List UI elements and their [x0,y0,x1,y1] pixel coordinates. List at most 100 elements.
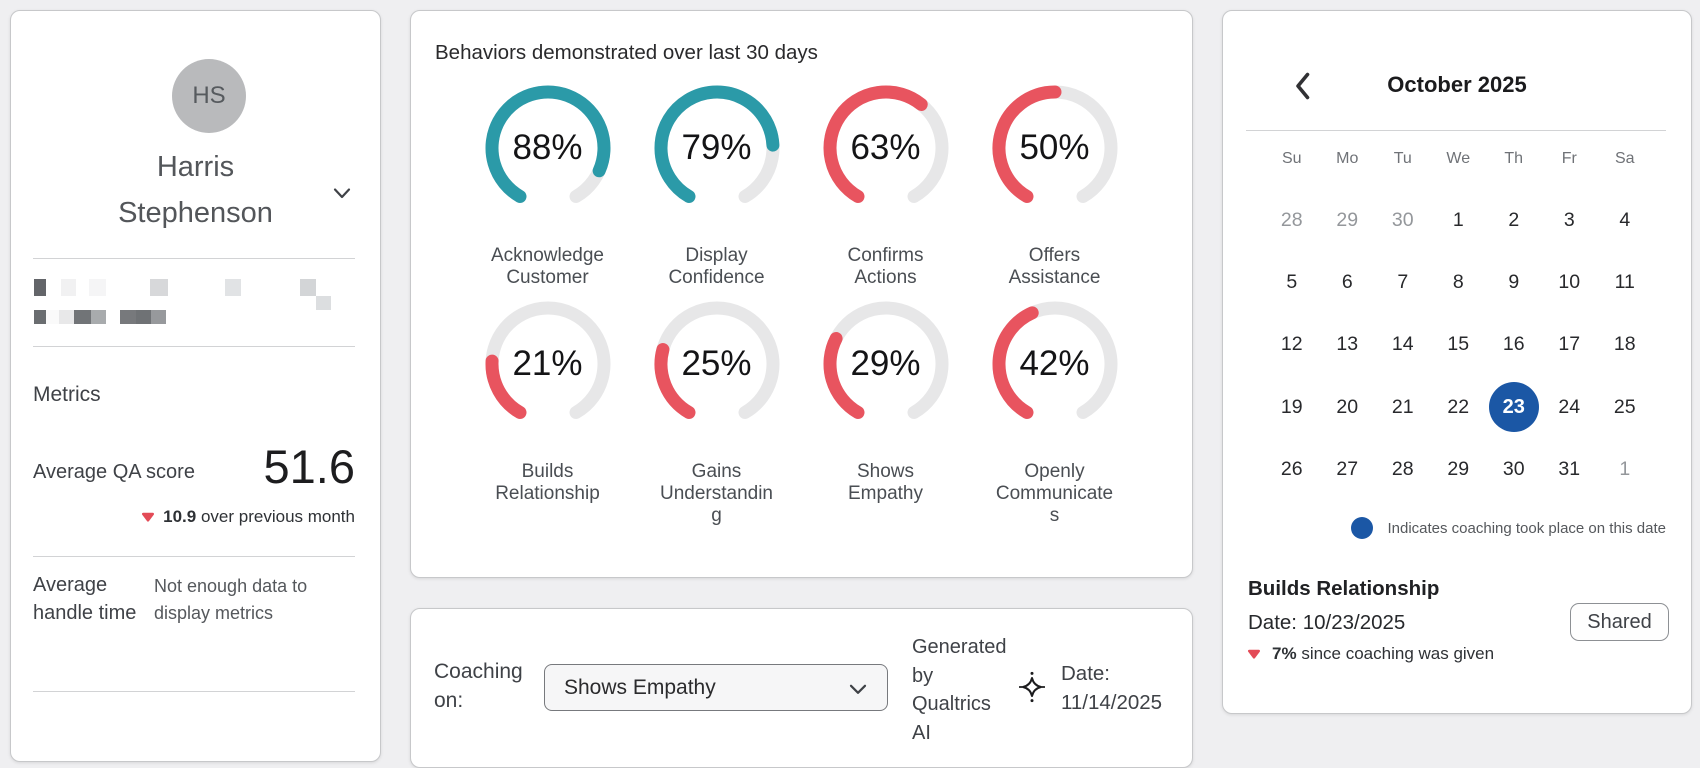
weekday-label: Sa [1614,150,1635,167]
agent-profile-panel: HS Harris Stephenson Metrics Average QA … [10,10,381,762]
behavior-gauge: 88% Acknowledge Customer [463,82,632,298]
gauge-ring: 50% [989,82,1121,214]
gauge-ring: 42% [989,298,1121,430]
calendar-day[interactable]: 20 [1336,395,1359,418]
gauge-ring: 25% [651,298,783,430]
gauge-percent-value: 42% [1019,344,1090,383]
calendar-weekday-header: Su Mo Tu We Th Fr Sa [1264,144,1653,174]
qa-score-label: Average QA score [33,461,195,483]
gauge-percent-value: 79% [681,128,752,167]
calendar-day[interactable]: 7 [1397,270,1409,293]
agent-name: Harris Stephenson [118,151,273,229]
calendar-legend: Indicates coaching took place on this da… [1223,511,1666,545]
calendar-day[interactable]: 12 [1280,333,1303,356]
previous-month-button[interactable] [1285,69,1319,105]
gauge-percent-value: 50% [1019,128,1090,167]
coaching-date-value: 11/14/2025 [1061,691,1163,714]
calendar-day[interactable]: 4 [1619,208,1631,231]
weekday-label: Mo [1336,150,1359,167]
calendar-day[interactable]: 13 [1336,333,1359,356]
calendar-day[interactable]: 26 [1280,457,1303,480]
coaching-date: Date: 11/14/2025 [1061,659,1191,717]
behavior-gauge: 21% Builds Relationship [463,298,632,514]
gauge-ring: 29% [820,298,952,430]
divider [33,258,355,259]
calendar-day[interactable]: 31 [1558,457,1581,480]
calendar-day-selected[interactable]: 23 [1486,376,1542,438]
gauge-label: Display Confidence [668,245,765,288]
calendar-day[interactable]: 27 [1336,457,1359,480]
calendar-day[interactable]: 25 [1613,395,1636,418]
gauge-label: Openly Communicate s [995,461,1114,526]
calendar-day[interactable]: 21 [1391,395,1414,418]
qa-score-value: 51.6 [263,440,355,493]
coaching-select-value: Shows Empathy [564,675,716,699]
gauge-label: Offers Assistance [1008,245,1101,288]
gauge-ring: 79% [651,82,783,214]
blue-dot-icon [1351,517,1374,539]
gauge-label: Gains Understandin g [659,461,774,526]
sparkle-icon [1018,671,1046,708]
detail-delta-value: 7% [1272,644,1297,663]
calendar-day[interactable]: 17 [1558,333,1581,356]
coaching-on-label: Coaching on: [434,660,523,712]
coaching-detail-title: Builds Relationship [1248,577,1440,600]
detail-delta-text: since coaching was given [1301,644,1495,663]
calendar-legend-text: Indicates coaching took place on this da… [1387,519,1666,537]
calendar-day[interactable]: 14 [1391,333,1414,356]
calendar-day[interactable]: 11 [1614,270,1635,293]
weekday-label: Tu [1393,150,1412,167]
divider [1246,130,1666,131]
qa-delta-value: 10.9 [163,507,197,526]
weekday-label: We [1446,150,1471,167]
behaviors-panel: Behaviors demonstrated over last 30 days… [410,10,1193,578]
coaching-detail-delta: 7% since coaching was given [1247,644,1494,664]
calendar-day[interactable]: 19 [1280,395,1303,418]
chevron-left-icon [1295,72,1310,103]
gauge-label: Acknowledge Customer [490,245,605,288]
qa-delta-text: over previous month [200,507,355,526]
calendar-day[interactable]: 15 [1447,333,1470,356]
calendar-day[interactable]: 5 [1286,270,1298,293]
calendar-day[interactable]: 29 [1447,457,1470,480]
calendar-day[interactable]: 22 [1447,395,1470,418]
calendar-day[interactable]: 2 [1508,208,1520,231]
gauge-label: Shows Empathy [848,461,923,504]
calendar-day[interactable]: 1 [1619,457,1631,480]
calendar-day[interactable]: 24 [1558,395,1581,418]
avatar-initials: HS [192,82,226,109]
weekday-label: Fr [1561,150,1577,167]
calendar-day[interactable]: 16 [1502,333,1525,356]
calendar-day[interactable]: 30 [1502,457,1525,480]
behavior-gauge: 79% Display Confidence [632,82,801,298]
calendar-day[interactable]: 1 [1452,208,1464,231]
calendar-day[interactable]: 29 [1336,208,1359,231]
avatar: HS [172,59,246,133]
behavior-gauge: 42% Openly Communicate s [970,298,1139,526]
qa-score-delta: 10.9 over previous month [141,507,355,527]
calendar-day[interactable]: 28 [1391,457,1414,480]
calendar-day[interactable]: 28 [1280,208,1303,231]
gauge-ring: 63% [820,82,952,214]
calendar-day[interactable]: 9 [1508,270,1520,293]
behaviors-title: Behaviors demonstrated over last 30 days [435,41,818,64]
calendar-day[interactable]: 8 [1452,270,1464,293]
triangle-down-icon [141,507,155,527]
gauge-percent-value: 25% [681,344,752,383]
calendar-day[interactable]: 18 [1613,333,1636,356]
chevron-down-icon[interactable] [333,187,351,201]
calendar-day[interactable]: 30 [1391,208,1414,231]
coaching-detail-date: Date: 10/23/2025 [1248,611,1406,634]
gauge-ring: 88% [482,82,614,214]
behavior-gauges: 88% Acknowledge Customer 79% Display Confid… [463,82,1143,526]
aht-value: Not enough data to display metrics [154,576,308,623]
calendar-day[interactable]: 10 [1558,270,1581,293]
gauge-percent-value: 88% [512,128,583,167]
calendar-day-grid: 28 29 30 1 2 3 4 5 6 7 8 9 10 11 12 13 14 15 16 17 18 19 20 21 2… [1264,189,1653,500]
calendar-day[interactable]: 3 [1563,208,1575,231]
coaching-behavior-select[interactable]: Shows Empathy [544,664,888,711]
calendar-day[interactable]: 6 [1341,270,1353,293]
chevron-down-icon [849,682,867,694]
shared-button[interactable]: Shared [1570,603,1669,641]
weekday-label: Su [1281,150,1302,167]
